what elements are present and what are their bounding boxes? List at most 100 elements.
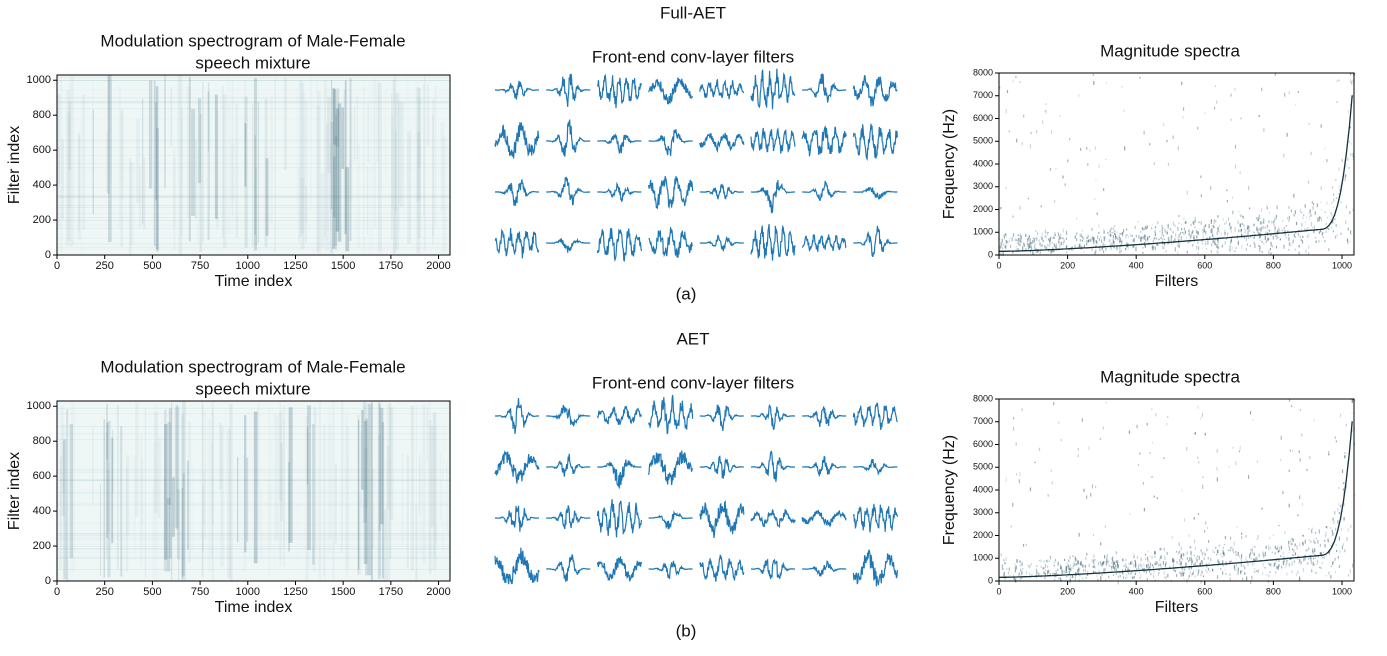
spectra-curve	[998, 95, 1353, 253]
texture	[1212, 239, 1214, 244]
texture	[1309, 456, 1311, 460]
texture	[1091, 236, 1094, 240]
texture	[1172, 135, 1174, 139]
texture	[1232, 548, 1234, 552]
texture	[1242, 577, 1244, 581]
texture	[1139, 237, 1141, 240]
texture	[1160, 564, 1162, 569]
texture	[1190, 552, 1192, 556]
texture	[1302, 542, 1304, 546]
texture	[1068, 559, 1070, 563]
texture	[1316, 563, 1318, 565]
texture	[1214, 226, 1216, 228]
texture	[229, 404, 233, 581]
texture	[1312, 557, 1315, 560]
texture	[1334, 527, 1337, 531]
texture	[1165, 576, 1168, 580]
texture	[1113, 562, 1115, 565]
texture	[1319, 544, 1321, 547]
texture	[378, 404, 381, 532]
texture	[1096, 212, 1098, 216]
texture	[1266, 574, 1268, 576]
texture	[1273, 224, 1275, 226]
texture	[125, 450, 127, 571]
texture	[1218, 562, 1220, 566]
texture	[1043, 560, 1045, 563]
filter-waveform	[750, 68, 796, 110]
texture	[1284, 232, 1286, 237]
texture	[1200, 580, 1202, 584]
texture	[1059, 568, 1062, 570]
texture	[1062, 237, 1064, 240]
texture	[1079, 574, 1081, 577]
texture	[1178, 215, 1180, 217]
y-tick-label: 6000	[973, 439, 993, 449]
texture	[1193, 563, 1195, 566]
texture	[1118, 235, 1121, 239]
texture	[1041, 243, 1043, 247]
texture	[1299, 542, 1301, 547]
texture	[1054, 578, 1056, 581]
texture	[1347, 527, 1349, 532]
x-axis-label: Filters	[1155, 599, 1199, 616]
texture	[1102, 562, 1104, 564]
texture	[1181, 231, 1184, 234]
texture	[1003, 571, 1005, 576]
y-tick-label: 800	[33, 435, 51, 447]
texture	[1335, 544, 1337, 546]
texture	[1185, 562, 1187, 567]
texture	[1095, 239, 1097, 244]
texture	[1146, 578, 1148, 581]
texture	[1250, 557, 1253, 560]
texture	[1147, 559, 1149, 563]
texture	[164, 423, 168, 560]
texture	[1144, 557, 1147, 560]
texture	[1260, 208, 1263, 212]
texture	[1065, 570, 1067, 574]
texture	[1139, 576, 1141, 580]
texture	[1104, 569, 1107, 571]
texture	[188, 421, 191, 563]
texture	[1019, 577, 1022, 582]
texture	[1161, 245, 1164, 250]
texture	[255, 167, 257, 246]
texture	[1331, 202, 1333, 204]
texture	[1217, 241, 1219, 245]
texture	[1184, 233, 1186, 235]
x-tick-label: 0	[54, 260, 60, 272]
texture	[1308, 233, 1310, 235]
texture	[1229, 546, 1232, 551]
texture	[1214, 85, 1217, 87]
texture	[1116, 552, 1118, 554]
texture	[1108, 238, 1110, 242]
texture	[1025, 248, 1027, 251]
texture	[1179, 562, 1182, 565]
texture	[1294, 248, 1296, 251]
texture	[1121, 86, 1123, 88]
texture	[1133, 576, 1135, 579]
texture	[363, 420, 368, 564]
texture	[1258, 233, 1260, 235]
texture	[1241, 536, 1243, 539]
texture	[1206, 571, 1208, 573]
texture	[1071, 574, 1074, 579]
texture	[1036, 129, 1038, 134]
texture	[1186, 446, 1188, 451]
texture	[1229, 245, 1231, 248]
texture	[371, 80, 374, 250]
texture	[1106, 562, 1108, 567]
texture	[181, 118, 183, 181]
texture	[1080, 561, 1082, 564]
texture	[1180, 555, 1182, 559]
texture	[1112, 574, 1114, 577]
texture	[1302, 235, 1304, 239]
texture	[1113, 567, 1116, 571]
texture	[82, 94, 86, 230]
texture	[1337, 520, 1339, 524]
texture	[1121, 241, 1123, 246]
texture	[211, 442, 213, 557]
texture	[1189, 570, 1191, 575]
texture	[1094, 485, 1097, 488]
texture	[1166, 551, 1168, 555]
